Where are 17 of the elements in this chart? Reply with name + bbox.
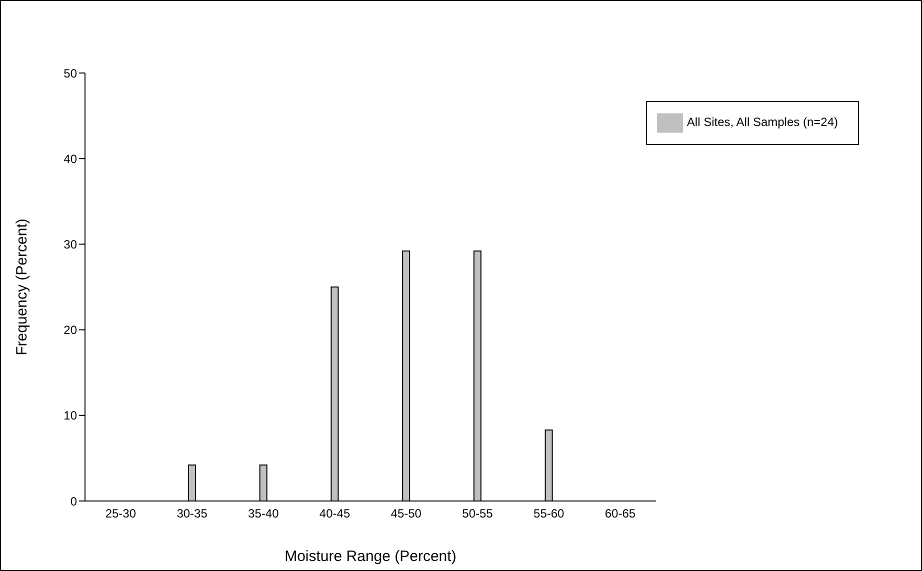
y-tick-label: 10 xyxy=(64,408,78,423)
x-tick-label: 55-60 xyxy=(534,506,565,521)
x-axis-title: Moisture Range (Percent) xyxy=(284,548,456,565)
y-tick-label: 40 xyxy=(64,152,78,166)
x-tick-label: 35-40 xyxy=(248,506,280,521)
x-tick-label: 25-30 xyxy=(105,506,136,521)
x-tick-label: 50-55 xyxy=(462,506,494,521)
x-tick-label: 45-50 xyxy=(390,506,422,521)
legend-label: All Sites, All Samples (n=24) xyxy=(686,115,838,130)
y-tick-label: 20 xyxy=(64,323,78,338)
y-axis-title: Frequency (Percent) xyxy=(13,218,30,356)
y-tick-label: 50 xyxy=(64,66,78,80)
x-tick-label: 60-65 xyxy=(604,506,636,521)
x-tick-label: 30-35 xyxy=(176,506,208,521)
x-tick-label: 40-45 xyxy=(319,506,350,521)
y-tick-label: 0 xyxy=(70,494,78,508)
y-tick-label: 30 xyxy=(64,237,78,252)
